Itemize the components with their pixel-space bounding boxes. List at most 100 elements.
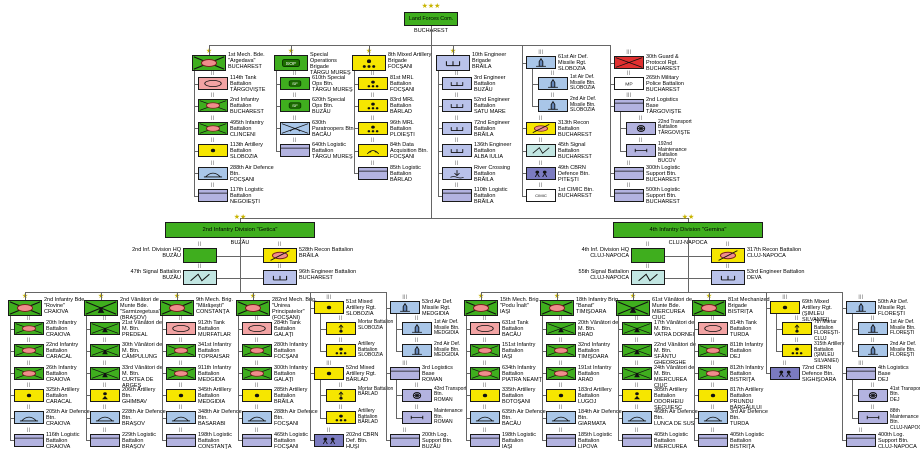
echelon-mark: || [871, 337, 875, 343]
unit-box [160, 300, 194, 316]
unit-location: BUCHAREST [299, 275, 333, 282]
unit-name: 1st Air Def. Missile Btn. [434, 319, 460, 331]
unit-box [166, 411, 196, 425]
unit-label: 1st Air Def. Missile Btn. SLOBOZIA [570, 74, 606, 92]
unit-name: Artillery Battalion [358, 408, 378, 420]
unit-label: 50th Air Def. Missile Rgt. FLOREŞTI [878, 299, 920, 317]
connector-line [253, 292, 254, 300]
mountain-infantry-symbol [617, 301, 649, 315]
unit-box [538, 77, 568, 90]
echelon-mark: || [179, 404, 183, 410]
connector-line [217, 255, 240, 257]
armor-symbol [172, 325, 190, 332]
echelon-mark: || [103, 359, 107, 365]
unit-box [442, 144, 472, 158]
unit-box [631, 270, 665, 285]
unit-box [470, 322, 500, 335]
unit-label: 24th Vânători de M. Btn. MIERCUREA CIUC [654, 365, 698, 389]
unit-box [326, 344, 356, 358]
connector-line [481, 292, 482, 300]
unit-box [858, 411, 888, 425]
unit-label: 284th Tank Battalion GALAŢI [274, 320, 318, 338]
unit-box [442, 121, 472, 135]
connector-line [320, 328, 326, 330]
unit-location: ARAD [578, 376, 594, 383]
unit-label: 183rd Artillery Battalion LUGOJ [578, 387, 622, 405]
unit-name: 117th Logistic Battalion [230, 187, 264, 200]
unit-location: CRAIOVA [44, 309, 69, 316]
connector-line [438, 71, 439, 196]
unit-name: 3rd Engineer Battalion [474, 75, 506, 88]
unit-name: 282nd Mech. Brig. "Unirea Principatelor" [272, 297, 317, 316]
unit-box [358, 166, 388, 180]
unit-label: 113th Artillery Battalion SLOBOZIA [230, 142, 274, 160]
mechanized-infantry-symbol [243, 367, 271, 379]
unit-box [14, 388, 44, 402]
connector-line [542, 316, 543, 440]
unit-label: 635th Air Defence Btn. BACĂU [502, 409, 546, 427]
unit-label: 22nd Vânători de M. Btn. SFÂNTU GHEORGHE [654, 342, 698, 366]
connector-line [618, 417, 622, 419]
unit-location: CARACAL [46, 398, 72, 405]
echelon-mark: || [646, 241, 650, 246]
unit-location: MEDGIDIA [198, 376, 226, 383]
unit-name: 10th Engineer Brigade [472, 52, 507, 65]
unit-location: FLOREŞTI [890, 352, 915, 359]
echelon-mark: ||| [626, 92, 632, 98]
unit-name: 335th Artillery Battalion [502, 386, 536, 399]
svg-text:MP: MP [625, 82, 632, 87]
connector-line [354, 128, 358, 130]
echelon-mark: || [711, 404, 715, 410]
echelon-mark: || [255, 426, 259, 432]
echelon-mark: ||| [326, 359, 332, 365]
unit-name: 348th Air Defence Btn. [198, 409, 242, 422]
unit-location: TIMIŞOARA [576, 309, 607, 316]
unit-name: 4th Logistics Base [878, 364, 909, 377]
division-title: 4th Infantry Division "Gemina" [649, 227, 727, 233]
root-box: Land Forces Com. [404, 12, 458, 26]
connector-line [240, 255, 263, 257]
connector-line [542, 395, 546, 397]
unit-location: SLOBOZIA [358, 352, 384, 359]
unit-location: (BRAŞOV) [120, 315, 147, 322]
cbrn-symbol [778, 370, 792, 377]
unit-box: SF [280, 77, 310, 90]
unit-label: Artillery Battalion SLOBOZIA [358, 342, 394, 359]
unit-name: 30th Vânători de M. Btn. [122, 342, 163, 355]
unit-box [614, 166, 644, 180]
air-defence-symbol [203, 172, 223, 177]
echelon-mark: || [455, 159, 459, 165]
air-defence-missile-symbol [548, 101, 558, 111]
echelon-mark: || [293, 137, 297, 143]
unit-label: 18th Infantry Brig. "Banat" TIMIŞOARA [576, 297, 622, 315]
echelon-mark: || [371, 70, 375, 75]
echelon-mark: ||| [402, 294, 408, 299]
connector-line [618, 316, 619, 440]
unit-location: FLOREŞTI [878, 311, 905, 318]
unit-name: 26th Infantry Battalion [46, 364, 77, 377]
unit-box [470, 388, 500, 402]
connector-line [694, 417, 698, 419]
special-operations-symbol: SOF [282, 59, 300, 67]
unit-label: 202nd CBRN Def. Btn. HUŞI [346, 432, 390, 449]
unit-box [622, 433, 652, 447]
unit-name: 88th Maintenance Btn. [890, 408, 919, 426]
connector-line [438, 83, 442, 85]
unit-location: (FOCŞANI) [272, 315, 301, 322]
unit-label: 52nd Mixed Artillery Rgt. BÂRLAD [346, 365, 390, 383]
unit-label: 52nd Engineer Battalion SATU MARE [474, 97, 518, 115]
unit-location: CONSTANŢA [196, 309, 230, 316]
echelon-mark: || [455, 137, 459, 143]
unit-label: 280th Infantry Battalion FOCŞANI [274, 342, 318, 360]
unit-label: 72nd Engineer Battalion BRĂILA [474, 120, 518, 138]
echelon-mark: || [871, 381, 875, 387]
connector-line [86, 373, 90, 375]
connector-line [842, 373, 846, 375]
unit-box [442, 77, 472, 90]
connector-line [852, 328, 858, 330]
unit-name: 52nd Engineer Battalion [474, 97, 510, 110]
unit-location: BISTRIŢA [730, 443, 755, 449]
echelon-mark: || [371, 114, 375, 120]
unit-location: BUCHAREST [228, 64, 262, 71]
unit-label: 81st Mechanized Brigade BISTRIŢA [728, 297, 774, 315]
